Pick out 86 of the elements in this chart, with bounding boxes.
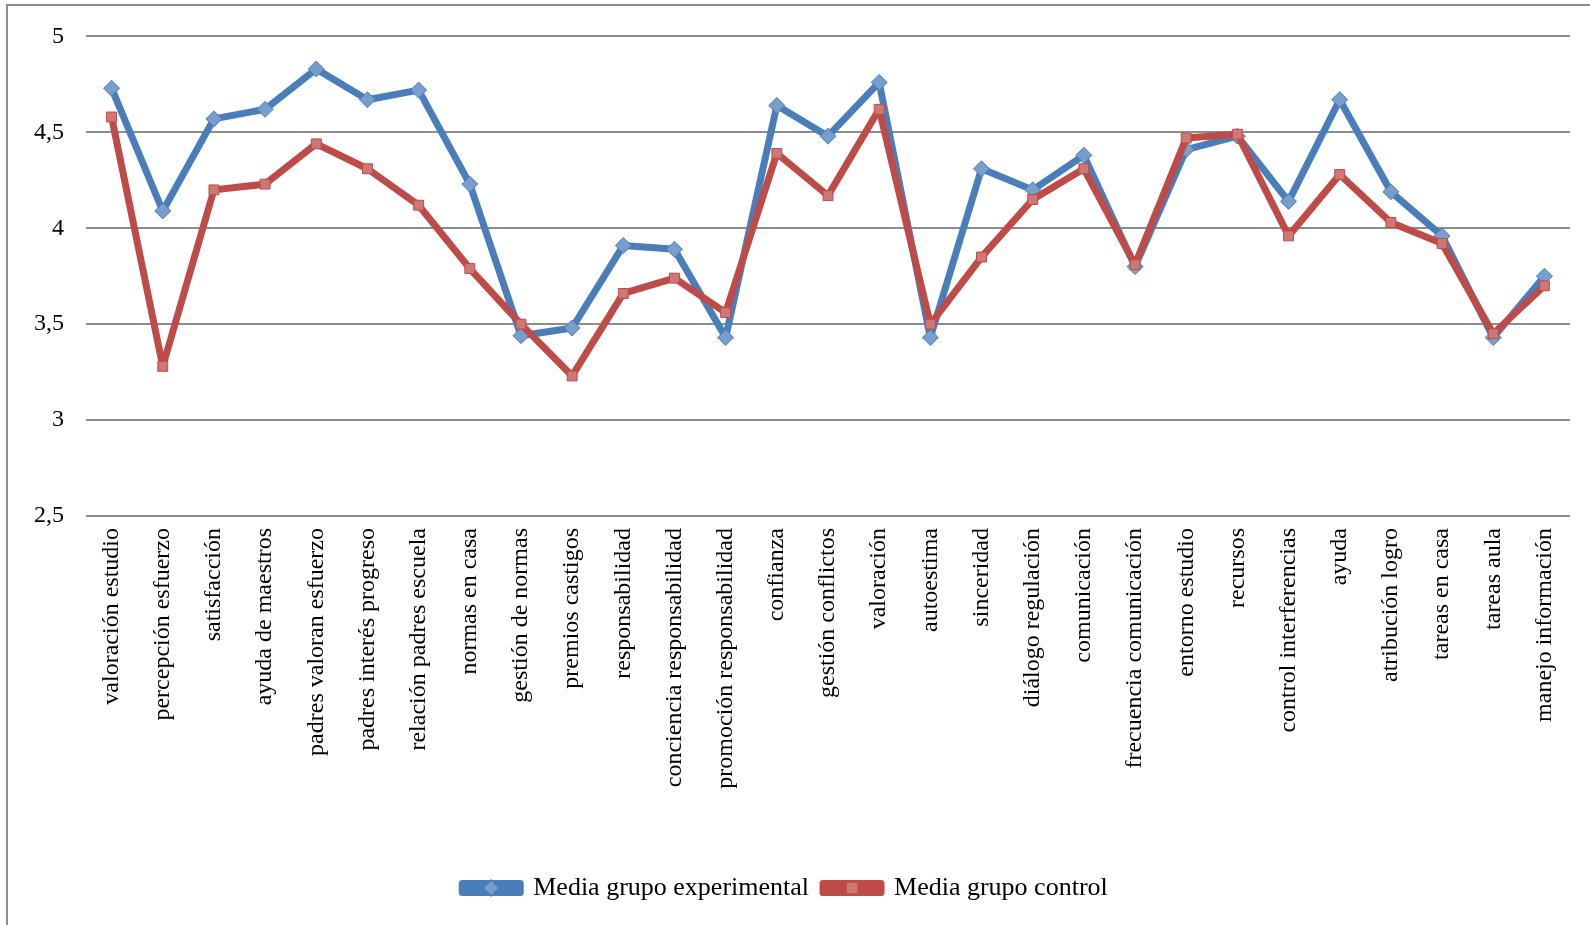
x-tick-label: tareas aula — [1478, 527, 1505, 630]
x-tick-label: percepción esfuerzo — [148, 528, 175, 721]
x-tick-label: frecuencia comunicación — [1120, 528, 1147, 769]
x-tick-label: promoción responsabilidad — [710, 528, 737, 789]
x-tick-label: control interferencias — [1273, 528, 1300, 733]
point — [870, 73, 888, 91]
x-tick-label: padres interés progreso — [352, 528, 379, 751]
point — [822, 190, 834, 202]
point — [921, 329, 939, 347]
point — [873, 103, 885, 115]
point — [157, 360, 169, 372]
point — [103, 79, 121, 97]
y-tick-label: 4,5 — [34, 117, 64, 144]
point — [256, 100, 274, 118]
point — [976, 251, 987, 263]
point — [768, 96, 786, 114]
point — [413, 199, 425, 211]
x-tick-label: responsabilidad — [608, 528, 635, 679]
point — [464, 263, 476, 274]
x-tick-label: relación padres escuela — [403, 527, 430, 751]
point — [362, 163, 373, 175]
point — [1487, 328, 1499, 340]
x-tick-label: sinceridad — [966, 528, 993, 627]
legend-label: Media grupo control — [894, 871, 1108, 901]
point — [665, 240, 683, 258]
x-tick-label: conciencia responsabilidad — [659, 528, 686, 788]
x-tick-label: gestión de normas — [506, 528, 533, 703]
point — [1331, 91, 1349, 109]
point — [924, 318, 936, 330]
point — [563, 319, 581, 337]
point — [669, 272, 680, 284]
point — [1538, 280, 1550, 292]
x-tick-label: ayuda — [1325, 527, 1352, 586]
point — [617, 288, 629, 299]
x-tick-label: padres valoran esfuerzo — [301, 528, 328, 756]
point — [410, 81, 428, 99]
point — [720, 307, 732, 319]
point — [358, 91, 376, 109]
y-tick-label: 2,5 — [34, 501, 64, 528]
point — [1436, 238, 1448, 250]
x-tick-label: ayuda de maestros — [250, 528, 277, 706]
point — [208, 184, 220, 196]
point — [1075, 146, 1093, 164]
point — [973, 160, 991, 178]
x-tick-label: recursos — [1222, 528, 1249, 608]
point — [1280, 192, 1298, 210]
x-tick-label: manejo información — [1529, 528, 1556, 722]
x-tick-label: comunicación — [1069, 528, 1096, 663]
point — [819, 127, 837, 145]
x-tick-label: diálogo regulación — [1017, 528, 1044, 708]
point — [1382, 183, 1400, 201]
point — [205, 110, 223, 128]
point — [515, 318, 527, 330]
point — [614, 237, 632, 255]
point — [310, 138, 322, 150]
point — [461, 175, 479, 193]
x-tick-label: atribución logro — [1376, 528, 1403, 682]
point — [566, 370, 578, 382]
point — [1078, 163, 1090, 175]
point — [154, 202, 172, 220]
point — [1027, 194, 1039, 205]
x-tick-label: entorno estudio — [1171, 528, 1198, 677]
x-tick-label: valoración estudio — [96, 528, 123, 705]
y-tick-label: 3 — [52, 405, 64, 432]
point — [307, 60, 325, 78]
point — [1180, 132, 1192, 144]
x-tick-label: tareas en casa — [1427, 527, 1454, 660]
x-tick-label: confianza — [762, 527, 789, 622]
x-tick-label: normas en casa — [455, 527, 482, 675]
y-tick-label: 3,5 — [34, 309, 64, 336]
x-tick-label: valoración — [864, 528, 891, 630]
y-tick-label: 5 — [52, 21, 64, 48]
point — [771, 147, 783, 159]
point — [717, 329, 735, 347]
point — [1129, 259, 1141, 271]
point — [1334, 169, 1346, 180]
x-tick-label: satisfacción — [199, 528, 226, 642]
x-tick-label: autoestima — [915, 527, 942, 632]
point — [106, 111, 118, 123]
point — [1385, 217, 1397, 228]
x-tick-label: premios castigos — [557, 528, 584, 689]
legend-label: Media grupo experimental — [533, 871, 810, 901]
x-tick-label: gestión conflictos — [813, 528, 840, 698]
point — [1283, 230, 1294, 242]
y-tick-label: 4 — [52, 213, 64, 240]
point — [259, 178, 271, 190]
